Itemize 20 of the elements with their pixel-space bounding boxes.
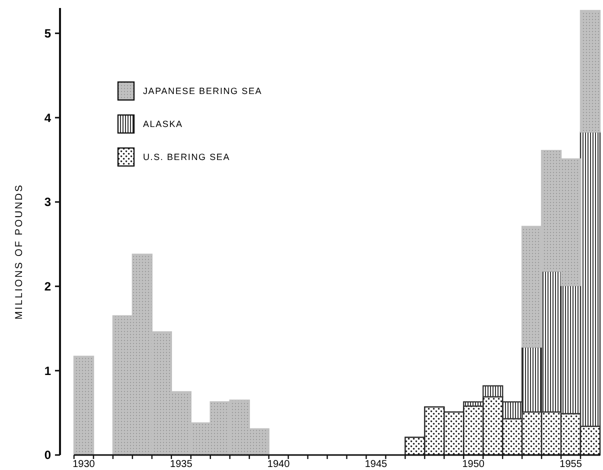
bar <box>73 356 94 456</box>
x-tick-label: 1955 <box>560 459 582 470</box>
y-axis-title: MILLIONS OF POUNDS <box>14 184 25 320</box>
y-tick-label: 3 <box>44 195 52 210</box>
y-tick-label: 2 <box>44 280 52 294</box>
x-tick-label: 1945 <box>364 459 388 470</box>
bar <box>463 401 484 407</box>
x-tick-label: 1940 <box>267 459 290 470</box>
bar <box>482 385 504 398</box>
x-tick-label: 1950 <box>462 459 485 470</box>
y-tick-label: 4 <box>44 110 52 125</box>
bar <box>580 10 601 133</box>
y-tick-label: 1 <box>44 364 52 378</box>
y-tick-label: 5 <box>44 26 52 40</box>
legend-label: JAPANESE BERING SEA <box>143 86 262 96</box>
legend-label: U.S. BERING SEA <box>143 152 230 162</box>
legend-label: ALASKA <box>143 119 183 130</box>
y-tick-label: 0 <box>44 448 52 462</box>
x-tick-label: 1935 <box>170 459 193 470</box>
x-tick-label: 1930 <box>72 459 96 470</box>
